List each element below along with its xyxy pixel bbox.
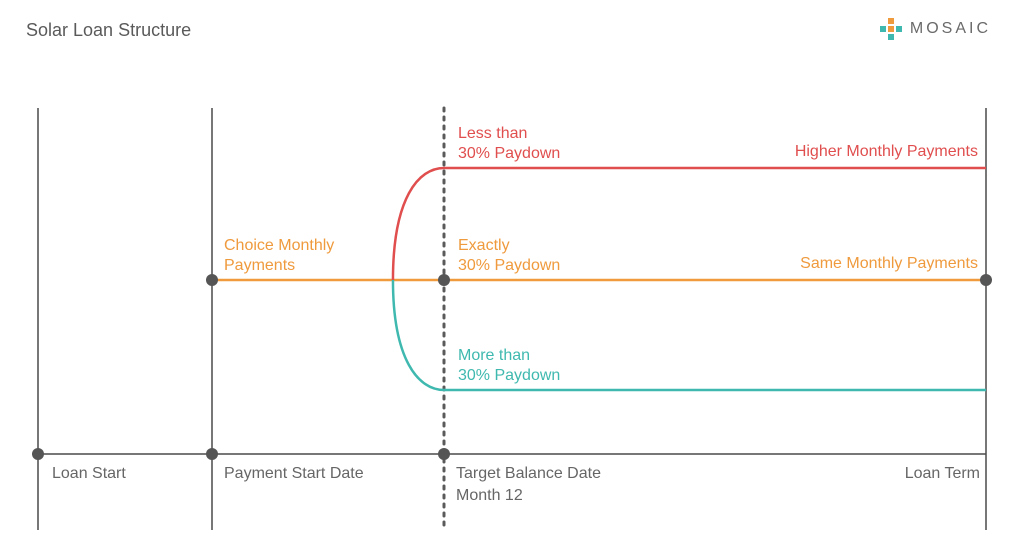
label-target-balance-l2: Month 12 xyxy=(456,487,523,504)
timeline-node xyxy=(206,448,218,460)
label-exact-l1: Exactly xyxy=(458,237,510,254)
label-loan-start: Loan Start xyxy=(52,465,126,482)
label-choice-l2: Payments xyxy=(224,257,295,274)
label-same-right: Same Monthly Payments xyxy=(800,255,978,272)
label-payment-start: Payment Start Date xyxy=(224,465,364,482)
target-choice-node xyxy=(438,274,450,286)
label-less-l1: Less than xyxy=(458,125,527,142)
label-more-l2: 30% Paydown xyxy=(458,367,560,384)
timeline-node xyxy=(438,448,450,460)
timeline-node xyxy=(32,448,44,460)
label-target-balance-l1: Target Balance Date xyxy=(456,465,601,482)
loan-structure-diagram: Loan Start Payment Start Date Target Balan… xyxy=(0,0,1017,559)
payment-start-node xyxy=(206,274,218,286)
label-choice-l1: Choice Monthly xyxy=(224,237,334,254)
label-higher-right: Higher Monthly Payments xyxy=(795,143,978,160)
label-less-l2: 30% Paydown xyxy=(458,145,560,162)
label-loan-term: Loan Term xyxy=(905,465,980,482)
loan-term-choice-node xyxy=(980,274,992,286)
label-exact-l2: 30% Paydown xyxy=(458,257,560,274)
label-more-l1: More than xyxy=(458,347,530,364)
